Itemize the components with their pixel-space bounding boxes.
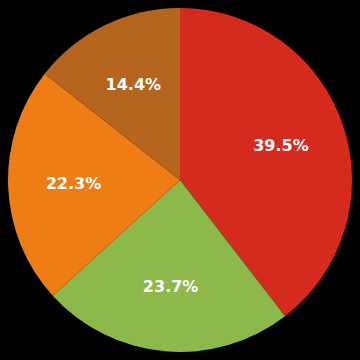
pie-slice — [45, 8, 180, 180]
slices — [8, 8, 352, 352]
chart-container: 39.5% 23.7% 22.3% 14.4% — [0, 0, 360, 360]
data-label: 22.3% — [46, 174, 102, 193]
data-label: 23.7% — [143, 277, 199, 296]
background — [0, 0, 360, 360]
pie-chart: 39.5% 23.7% 22.3% 14.4% — [0, 0, 360, 360]
data-labels: 39.5% 23.7% 22.3% 14.4% — [46, 75, 309, 296]
data-label: 14.4% — [106, 75, 162, 94]
data-label: 39.5% — [253, 136, 309, 155]
